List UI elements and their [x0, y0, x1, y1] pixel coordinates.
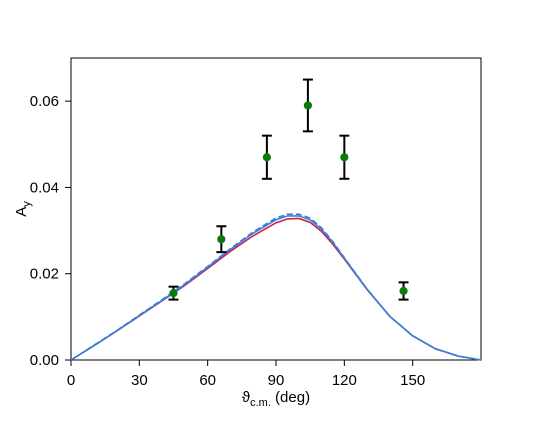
- x-axis: 0 30 60 90 120 150: [67, 360, 425, 389]
- data-point-group: [302, 78, 313, 133]
- y-axis-label: Ay: [13, 201, 33, 217]
- data-point-group: [261, 134, 272, 180]
- x-tick-label: 30: [131, 372, 148, 389]
- curves-layer: [70, 213, 482, 361]
- y-tick-label: 0.00: [30, 352, 59, 369]
- x-tick-label: 60: [199, 372, 216, 389]
- y-axis-label-sub: y: [21, 201, 33, 207]
- data-point-group: [216, 225, 227, 254]
- points-layer: [168, 78, 409, 301]
- theory-curve-1: [70, 217, 482, 361]
- data-point: [217, 235, 226, 244]
- x-tick-label: 150: [400, 372, 425, 389]
- y-axis: 0.00 0.02 0.04 0.06: [30, 93, 71, 369]
- x-axis-label-sub: c.m.: [250, 397, 271, 409]
- data-point: [303, 101, 312, 110]
- data-point-group: [398, 281, 409, 301]
- x-tick-label: 0: [67, 372, 75, 389]
- x-axis-label-main: ϑ: [242, 389, 251, 406]
- data-point-group: [339, 134, 350, 180]
- data-point-group: [168, 285, 179, 301]
- data-point: [169, 289, 178, 298]
- y-tick-label: 0.02: [30, 266, 59, 283]
- x-tick-label: 120: [332, 372, 357, 389]
- data-point: [262, 153, 271, 162]
- x-tick-label: 90: [268, 372, 285, 389]
- theory-curve-2: [70, 215, 482, 361]
- y-tick-label: 0.04: [30, 179, 59, 196]
- data-point: [399, 286, 408, 296]
- y-tick-label: 0.06: [30, 93, 59, 110]
- y-axis-label-main: A: [13, 207, 30, 217]
- plot-frame: [70, 57, 482, 361]
- x-axis-label: ϑc.m. (deg): [242, 389, 310, 409]
- x-axis-label-unit: (deg): [271, 389, 310, 406]
- theory-curve-3: [70, 213, 482, 361]
- data-point: [340, 153, 349, 162]
